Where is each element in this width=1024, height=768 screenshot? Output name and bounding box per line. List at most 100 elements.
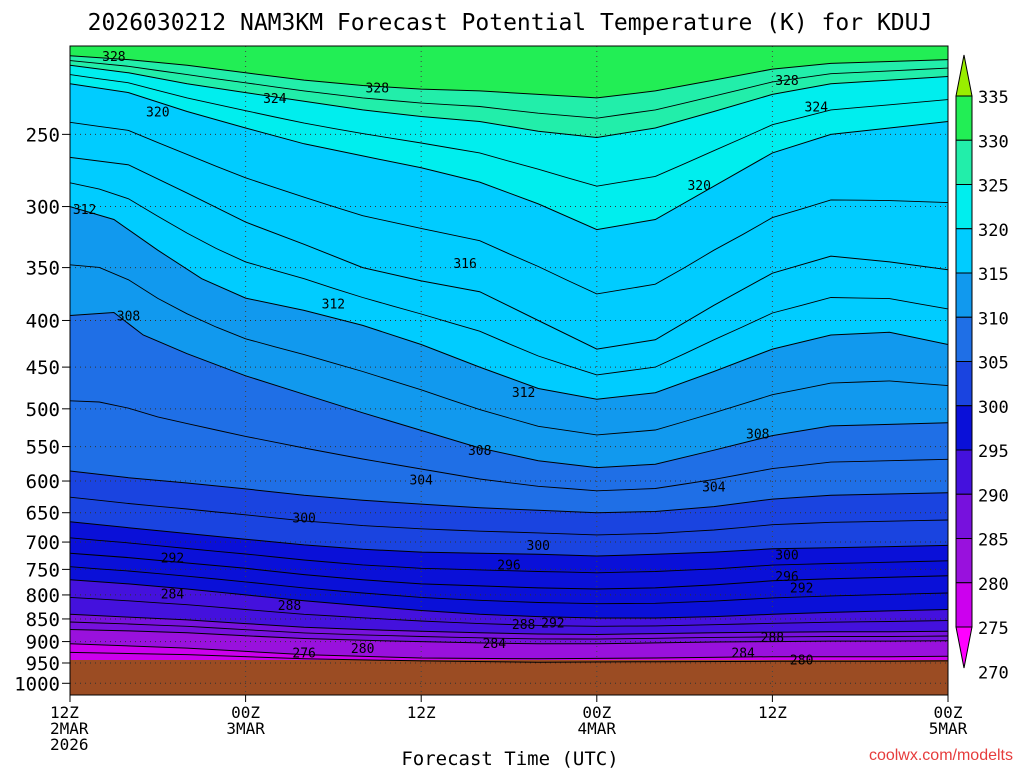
y-tick-label: 350 bbox=[26, 258, 60, 280]
isentrope-302 bbox=[70, 496, 948, 536]
colorbar-segment-305 bbox=[955, 316, 973, 362]
y-tick-label: 1000 bbox=[14, 673, 60, 695]
contour-label: 320 bbox=[146, 106, 169, 121]
colorbar-label: 315 bbox=[978, 265, 1009, 285]
y-tick-label: 550 bbox=[26, 437, 60, 459]
colorbar-label: 300 bbox=[978, 398, 1009, 418]
colorbar-segment-310 bbox=[955, 272, 973, 318]
colorbar-label: 335 bbox=[978, 88, 1009, 108]
pressure-axis: 2503003504004505005506006507007508008509… bbox=[14, 124, 70, 695]
y-tick-label: 750 bbox=[26, 559, 60, 581]
contour-label: 292 bbox=[161, 552, 184, 567]
isentrope-292 bbox=[70, 579, 948, 619]
x-tick-label: 00Z bbox=[934, 703, 963, 722]
colorbar-segment-290 bbox=[955, 449, 973, 495]
colorbar-segment-295 bbox=[955, 405, 973, 451]
isentrope-294 bbox=[70, 566, 948, 605]
y-tick-label: 950 bbox=[26, 653, 60, 675]
colorbar-bottom-arrow bbox=[955, 626, 973, 669]
contour-label: 328 bbox=[366, 81, 389, 96]
x-tick-label: 00Z bbox=[231, 703, 260, 722]
isentrope-300 bbox=[70, 521, 948, 557]
contour-label: 300 bbox=[527, 539, 550, 554]
x-tick-label: 12Z bbox=[50, 703, 79, 722]
y-tick-label: 600 bbox=[26, 471, 60, 493]
colorbar-label: 325 bbox=[978, 177, 1009, 197]
contour-label: 312 bbox=[73, 203, 96, 218]
contour-label: 284 bbox=[731, 646, 755, 661]
contour-label: 296 bbox=[775, 570, 798, 585]
isentrope-312 bbox=[70, 206, 948, 400]
isentrope-320 bbox=[70, 83, 948, 231]
x-tick-label: 4MAR bbox=[578, 719, 617, 738]
contour-label: 304 bbox=[702, 480, 726, 495]
chart-title: 2026030212 NAM3KM Forecast Potential Tem… bbox=[88, 10, 933, 36]
x-tick-label: 5MAR bbox=[929, 719, 968, 738]
contour-labels: 328 328 328 324 324 320 320 312 316 308 312 312 308 3… bbox=[73, 50, 828, 669]
contour-label: 292 bbox=[541, 617, 564, 632]
contour-label: 276 bbox=[292, 646, 315, 661]
y-tick-label: 500 bbox=[26, 399, 60, 421]
contour-label: 308 bbox=[468, 444, 491, 459]
contour-label: 312 bbox=[512, 386, 535, 401]
colorbar-segment-285 bbox=[955, 493, 973, 539]
contour-label: 288 bbox=[512, 618, 535, 633]
contour-label: 280 bbox=[351, 642, 374, 657]
colorbar-label: 305 bbox=[978, 354, 1009, 374]
contour-label: 312 bbox=[322, 297, 345, 312]
colorbar-label: 320 bbox=[978, 221, 1009, 241]
y-tick-label: 700 bbox=[26, 532, 60, 554]
x-tick-label: 12Z bbox=[758, 703, 787, 722]
isentrope-304 bbox=[70, 470, 948, 514]
x-tick-label: 12Z bbox=[407, 703, 436, 722]
isentrope-286 bbox=[70, 621, 948, 640]
contour-label: 324 bbox=[263, 92, 287, 107]
isentrope-328 bbox=[70, 55, 948, 99]
contour-label: 300 bbox=[292, 512, 315, 527]
colorbar-segment-300 bbox=[955, 361, 973, 407]
colorbar-top-arrow bbox=[955, 54, 973, 97]
colorbar-label: 290 bbox=[978, 486, 1009, 506]
plot-frame bbox=[69, 45, 949, 696]
colorbar-segment-315 bbox=[955, 228, 973, 274]
colorbar-segment-320 bbox=[955, 184, 973, 230]
contour-label: 320 bbox=[687, 179, 710, 194]
colorbar-segment-275 bbox=[955, 582, 973, 628]
isentrope-308 bbox=[70, 311, 948, 469]
y-tick-label: 450 bbox=[26, 357, 60, 379]
contour-label: 328 bbox=[775, 74, 798, 89]
isentrope-280 bbox=[70, 643, 948, 660]
colorbar-segment-330 bbox=[955, 95, 973, 141]
grid-lines bbox=[70, 46, 948, 695]
colorbar-label: 310 bbox=[978, 309, 1009, 329]
contour-label: 280 bbox=[790, 654, 813, 669]
contour-label: 324 bbox=[805, 100, 829, 115]
x-tick-label: 00Z bbox=[582, 703, 611, 722]
colorbar-label: 280 bbox=[978, 575, 1009, 595]
isentrope-324 bbox=[70, 64, 948, 139]
theta-color-fill bbox=[70, 46, 948, 695]
contour-label: 296 bbox=[497, 559, 520, 574]
isentrope-contours bbox=[70, 55, 948, 663]
isentrope-288 bbox=[70, 613, 948, 636]
x-tick-label: 3MAR bbox=[226, 719, 265, 738]
contour-label: 288 bbox=[761, 631, 784, 646]
colorbar-segment-325 bbox=[955, 139, 973, 185]
credit-text: coolwx.com/modelts bbox=[869, 747, 1013, 764]
x-tick-label: 2026 bbox=[50, 735, 89, 754]
isentrope-284 bbox=[70, 629, 948, 645]
colorbar-label: 270 bbox=[978, 663, 1009, 683]
colorbar-label: 285 bbox=[978, 531, 1009, 551]
y-tick-label: 300 bbox=[26, 197, 60, 219]
isentrope-318 bbox=[70, 121, 948, 295]
isentrope-314 bbox=[70, 182, 948, 376]
isentrope-326 bbox=[70, 60, 948, 119]
contour-label: 316 bbox=[453, 257, 476, 272]
y-tick-label: 650 bbox=[26, 503, 60, 525]
isentrope-276 bbox=[70, 651, 948, 663]
contour-label: 288 bbox=[278, 599, 301, 614]
isentrope-298 bbox=[70, 537, 948, 574]
contour-label: 308 bbox=[746, 427, 769, 442]
